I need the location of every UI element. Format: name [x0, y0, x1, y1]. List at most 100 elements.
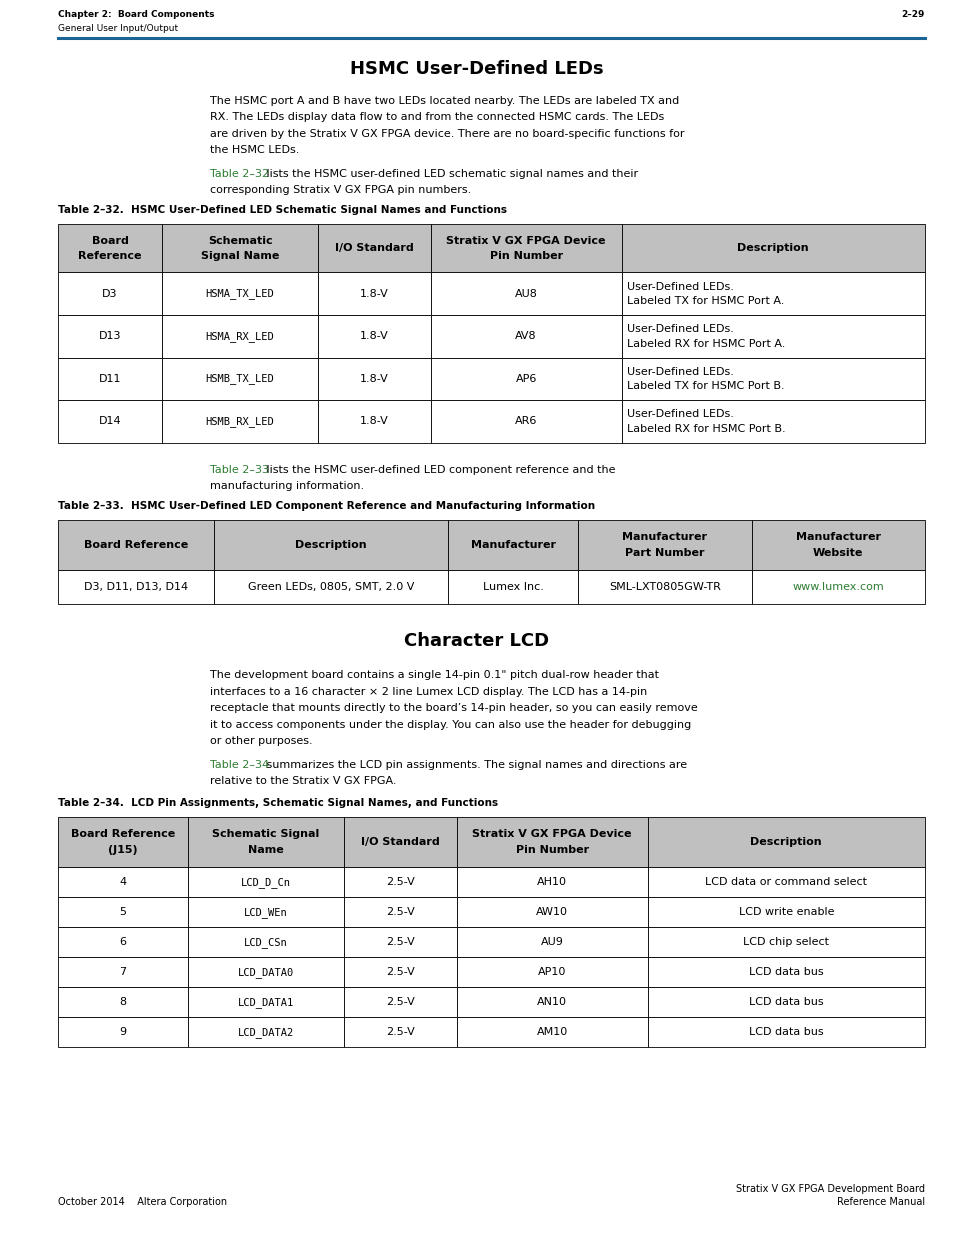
Bar	[58, 927, 188, 957]
Text: 1.8-V: 1.8-V	[359, 289, 389, 299]
Text: relative to the Stratix V GX FPGA.: relative to the Stratix V GX FPGA.	[210, 777, 396, 787]
Text: D3, D11, D13, D14: D3, D11, D13, D14	[84, 582, 188, 593]
Text: Green LEDs, 0805, SMT, 2.0 V: Green LEDs, 0805, SMT, 2.0 V	[248, 582, 414, 593]
Bar	[188, 927, 344, 957]
Text: D11: D11	[99, 374, 121, 384]
Bar	[647, 818, 924, 867]
Bar	[751, 571, 924, 604]
Bar	[188, 987, 344, 1018]
Text: Labeled RX for HSMC Port A.: Labeled RX for HSMC Port A.	[626, 338, 784, 348]
Bar	[317, 358, 431, 400]
Text: Description: Description	[750, 837, 821, 847]
Text: HSMB_RX_LED: HSMB_RX_LED	[206, 416, 274, 427]
Text: 2.5-V: 2.5-V	[386, 877, 415, 887]
Text: Signal Name: Signal Name	[201, 251, 279, 262]
Text: AR6: AR6	[515, 416, 537, 426]
Bar	[456, 818, 647, 867]
Bar	[317, 315, 431, 358]
Text: October 2014    Altera Corporation: October 2014 Altera Corporation	[58, 1197, 227, 1207]
Text: 6: 6	[119, 937, 127, 947]
Bar	[317, 225, 431, 273]
Text: 2.5-V: 2.5-V	[386, 937, 415, 947]
Text: AM10: AM10	[536, 1028, 567, 1037]
Text: 5: 5	[119, 908, 127, 918]
Text: LCD chip select: LCD chip select	[742, 937, 828, 947]
Text: I/O Standard: I/O Standard	[335, 243, 414, 253]
Bar	[344, 987, 456, 1018]
Text: lists the HSMC user-defined LED schematic signal names and their: lists the HSMC user-defined LED schemati…	[263, 169, 638, 179]
Text: LCD data bus: LCD data bus	[748, 1028, 822, 1037]
Text: Lumex Inc.: Lumex Inc.	[482, 582, 543, 593]
Bar	[58, 818, 188, 867]
Bar	[448, 571, 578, 604]
Bar	[344, 957, 456, 987]
Bar	[647, 927, 924, 957]
Bar	[58, 400, 162, 442]
Text: User-Defined LEDs.: User-Defined LEDs.	[626, 409, 733, 419]
Text: 2.5-V: 2.5-V	[386, 997, 415, 1008]
Bar	[456, 987, 647, 1018]
Bar	[456, 957, 647, 987]
Text: Labeled RX for HSMC Port B.: Labeled RX for HSMC Port B.	[626, 424, 784, 433]
Text: 2.5-V: 2.5-V	[386, 967, 415, 977]
Text: HSMC User-Defined LEDs: HSMC User-Defined LEDs	[350, 61, 603, 78]
Bar	[188, 957, 344, 987]
Text: User-Defined LEDs.: User-Defined LEDs.	[626, 324, 733, 335]
Bar	[188, 867, 344, 897]
Text: receptacle that mounts directly to the board’s 14-pin header, so you can easily : receptacle that mounts directly to the b…	[210, 703, 697, 713]
Bar	[188, 818, 344, 867]
Text: Chapter 2:  Board Components: Chapter 2: Board Components	[58, 10, 214, 19]
Text: Stratix V GX FPGA Device: Stratix V GX FPGA Device	[446, 236, 605, 246]
Text: LCD write enable: LCD write enable	[738, 908, 833, 918]
Text: Stratix V GX FPGA Device: Stratix V GX FPGA Device	[472, 830, 631, 840]
Text: D13: D13	[99, 331, 121, 341]
Text: LCD data bus: LCD data bus	[748, 967, 822, 977]
Bar	[213, 571, 448, 604]
Text: the HSMC LEDs.: the HSMC LEDs.	[210, 146, 299, 156]
Text: Schematic Signal: Schematic Signal	[213, 830, 319, 840]
Bar	[647, 1018, 924, 1047]
Text: (J15): (J15)	[108, 845, 137, 855]
Text: 1.8-V: 1.8-V	[359, 374, 389, 384]
Text: 7: 7	[119, 967, 127, 977]
Bar	[344, 897, 456, 927]
Text: 2.5-V: 2.5-V	[386, 1028, 415, 1037]
Text: RX. The LEDs display data flow to and from the connected HSMC cards. The LEDs: RX. The LEDs display data flow to and fr…	[210, 112, 663, 122]
Text: Website: Website	[812, 548, 862, 558]
Text: AN10: AN10	[537, 997, 567, 1008]
Text: manufacturing information.: manufacturing information.	[210, 482, 364, 492]
Text: I/O Standard: I/O Standard	[361, 837, 439, 847]
Bar	[317, 400, 431, 442]
Bar	[162, 225, 317, 273]
Text: AP10: AP10	[537, 967, 566, 977]
Text: Description: Description	[737, 243, 808, 253]
Text: Table 2–34.  LCD Pin Assignments, Schematic Signal Names, and Functions: Table 2–34. LCD Pin Assignments, Schemat…	[58, 798, 497, 808]
Text: 1.8-V: 1.8-V	[359, 416, 389, 426]
Text: User-Defined LEDs.: User-Defined LEDs.	[626, 367, 733, 377]
Bar	[456, 1018, 647, 1047]
Bar	[58, 897, 188, 927]
Text: Schematic: Schematic	[208, 236, 273, 246]
Text: The HSMC port A and B have two LEDs located nearby. The LEDs are labeled TX and: The HSMC port A and B have two LEDs loca…	[210, 96, 679, 106]
Text: Manufacturer: Manufacturer	[470, 540, 555, 551]
Bar	[456, 867, 647, 897]
Bar	[344, 818, 456, 867]
Text: Table 2–33.  HSMC User-Defined LED Component Reference and Manufacturing Informa: Table 2–33. HSMC User-Defined LED Compon…	[58, 501, 595, 511]
Text: Labeled TX for HSMC Port A.: Labeled TX for HSMC Port A.	[626, 296, 783, 306]
Text: LCD data bus: LCD data bus	[748, 997, 822, 1008]
Text: LCD_D_Cn: LCD_D_Cn	[241, 877, 291, 888]
Text: Manufacturer: Manufacturer	[795, 532, 880, 542]
Text: are driven by the Stratix V GX FPGA device. There are no board-specific function: are driven by the Stratix V GX FPGA devi…	[210, 128, 684, 140]
Text: AV8: AV8	[515, 331, 537, 341]
Text: AW10: AW10	[536, 908, 568, 918]
Bar	[58, 315, 162, 358]
Bar	[58, 957, 188, 987]
Bar	[647, 957, 924, 987]
Text: Character LCD: Character LCD	[404, 632, 549, 650]
Bar	[647, 987, 924, 1018]
Text: AH10: AH10	[537, 877, 567, 887]
Bar	[58, 273, 162, 315]
Text: LCD_DATA0: LCD_DATA0	[237, 967, 294, 978]
Text: corresponding Stratix V GX FPGA pin numbers.: corresponding Stratix V GX FPGA pin numb…	[210, 185, 471, 195]
Bar	[58, 571, 213, 604]
